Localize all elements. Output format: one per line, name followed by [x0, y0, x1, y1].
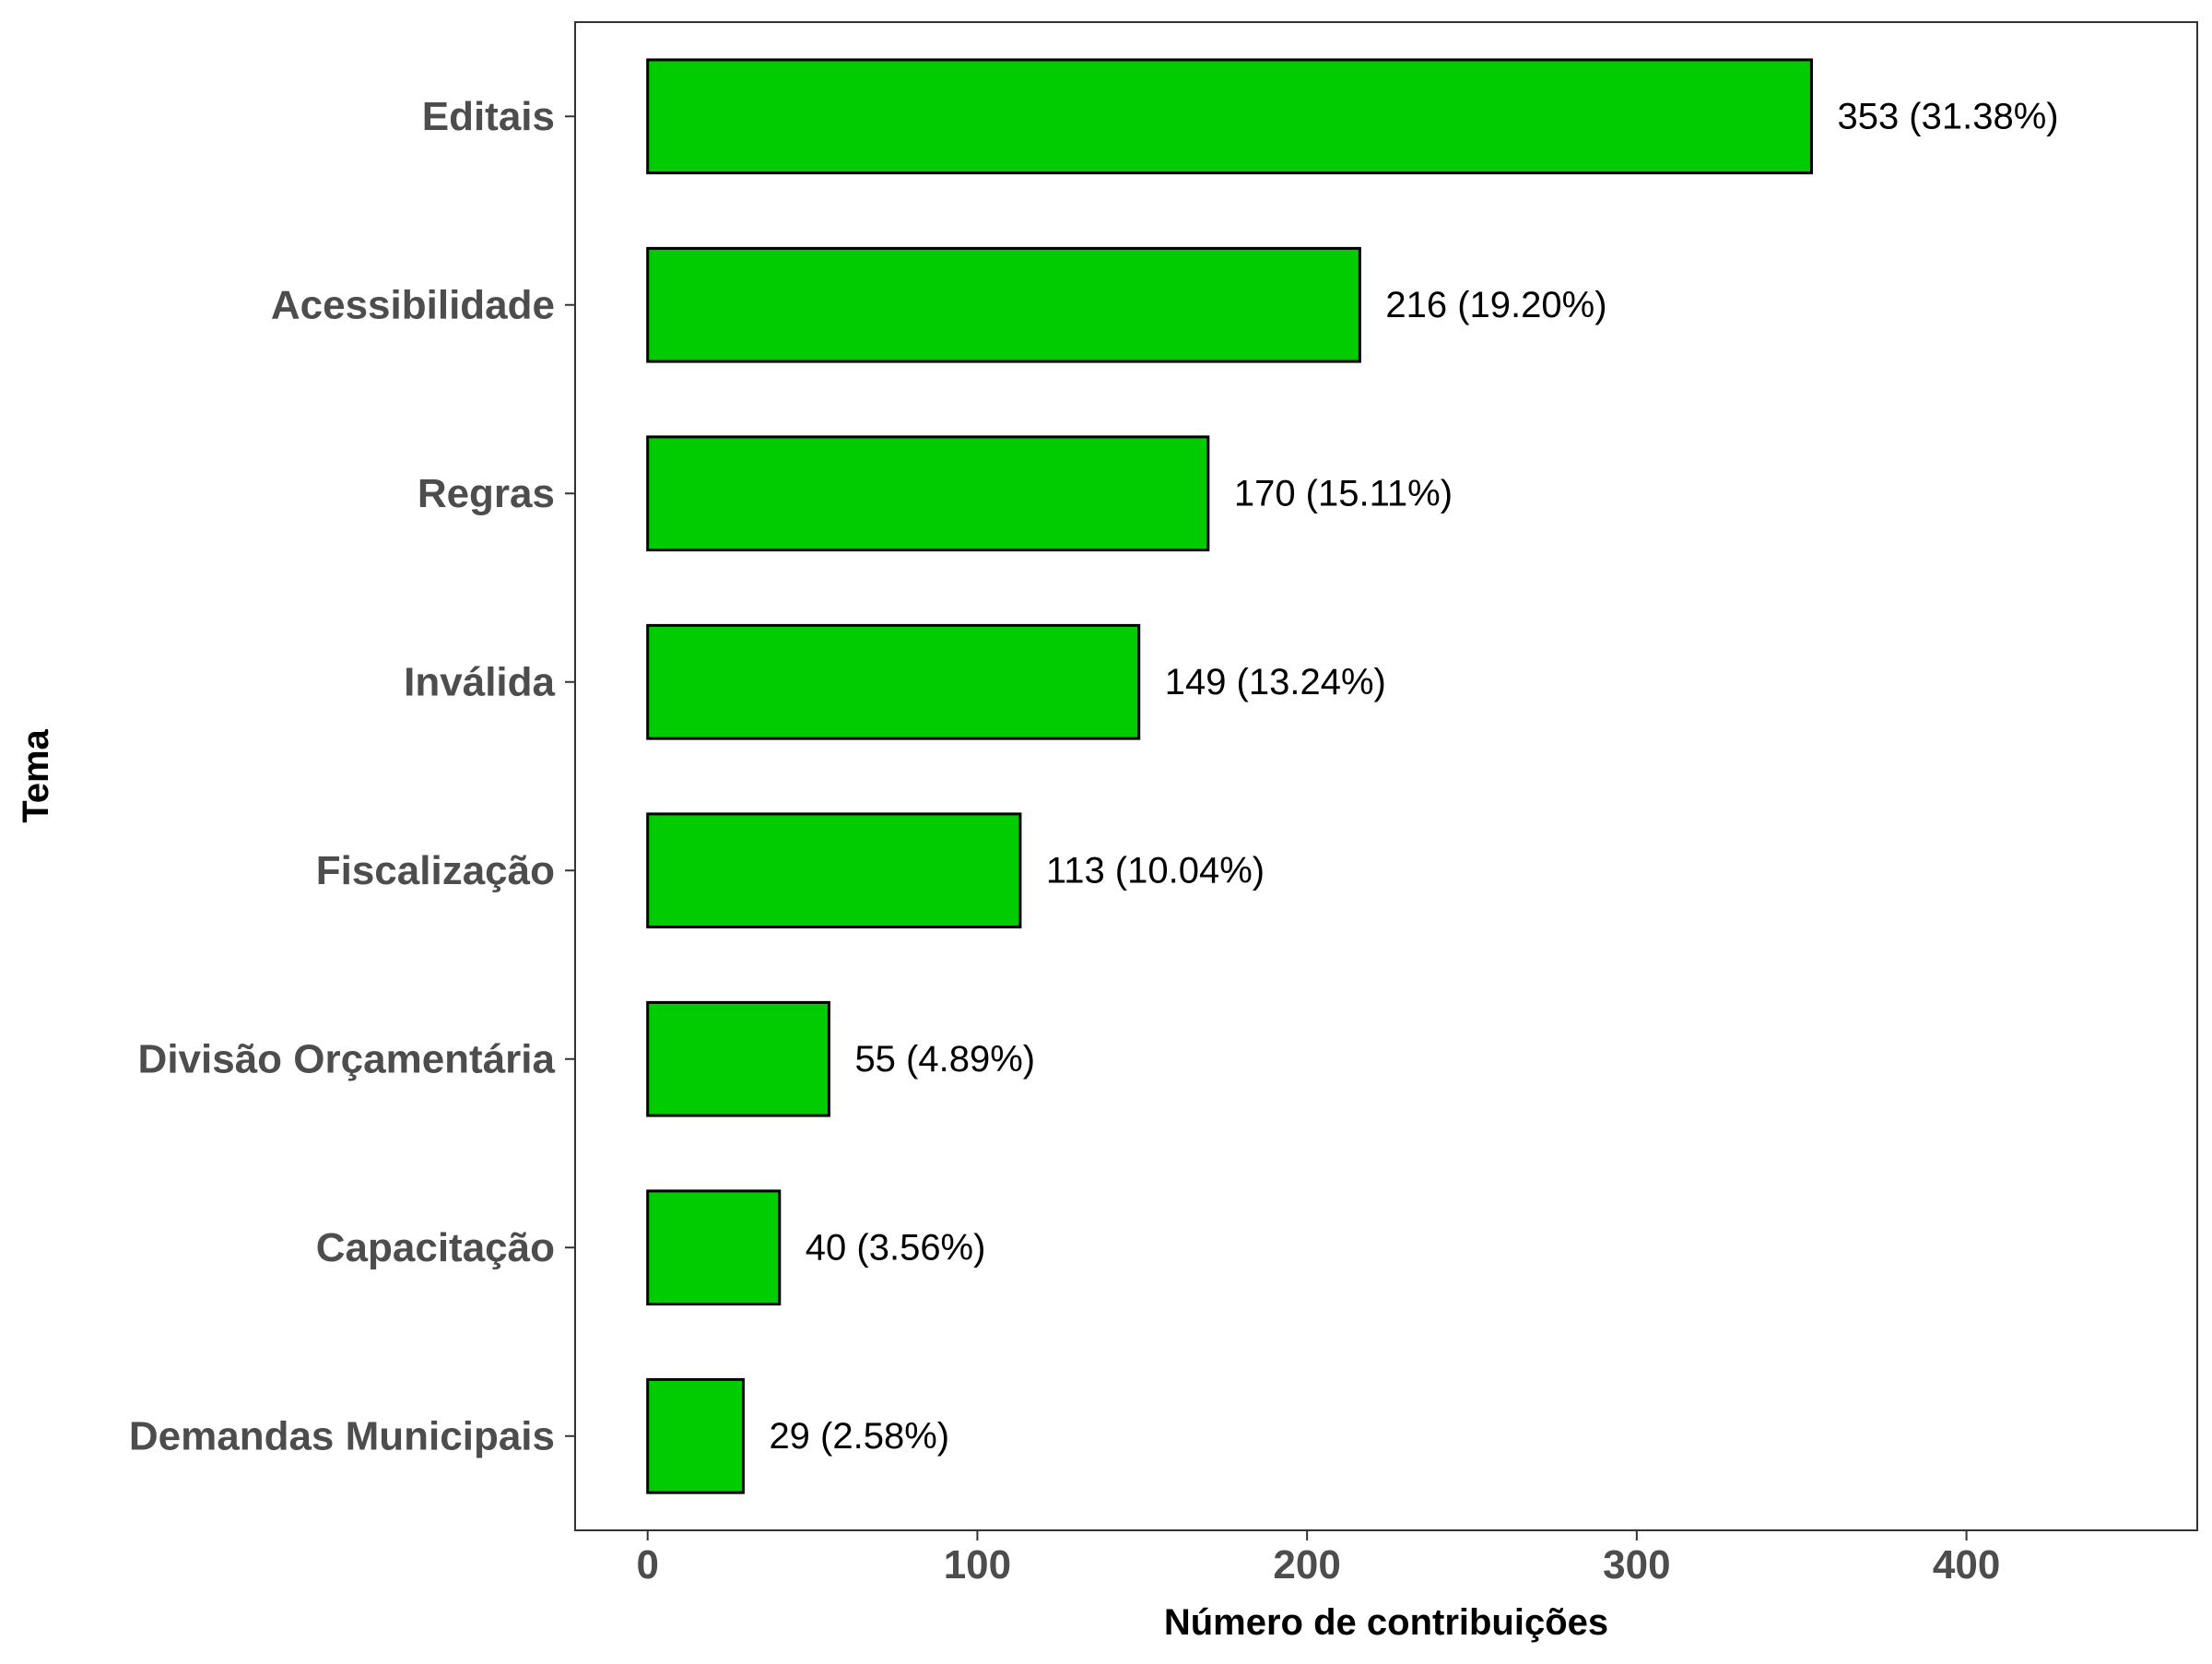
x-tick-label: 200 — [1273, 1542, 1340, 1587]
data-label: 113 (10.04%) — [1046, 850, 1265, 891]
bar — [646, 812, 1022, 929]
bar — [646, 1377, 745, 1494]
x-axis-title: Número de contribuições — [1164, 1602, 1608, 1643]
y-axis-title: Tema — [16, 728, 56, 822]
x-tick-label: 300 — [1603, 1542, 1670, 1587]
bar — [646, 435, 1210, 552]
y-tick-label: Demandas Municipais — [129, 1413, 555, 1458]
x-axis: 0 100 200 300 400 — [636, 1530, 2000, 1587]
data-labels-layer: 353 (31.38%) 216 (19.20%) 170 (15.11%) 149 … — [769, 96, 2058, 1457]
bar — [646, 1189, 782, 1306]
bar — [646, 58, 1813, 175]
bar — [646, 246, 1361, 363]
data-label: 149 (13.24%) — [1165, 662, 1386, 702]
bar — [646, 623, 1141, 740]
bar — [646, 1000, 830, 1117]
y-tick-label: Divisão Orçamentária — [138, 1036, 556, 1081]
y-tick-label: Regras — [418, 471, 555, 516]
x-tick-label: 0 — [636, 1542, 658, 1587]
data-label: 29 (2.58%) — [769, 1416, 949, 1457]
data-label: 170 (15.11%) — [1234, 473, 1453, 513]
y-tick-label: Fiscalização — [316, 848, 555, 893]
y-tick-label: Capacitação — [316, 1225, 555, 1270]
y-tick-label: Inválida — [404, 659, 555, 704]
y-tick-label: Acessibilidade — [271, 282, 555, 327]
x-tick-label: 400 — [1933, 1542, 2000, 1587]
data-label: 55 (4.89%) — [854, 1039, 1035, 1080]
panel-border — [574, 21, 2198, 1531]
data-label: 216 (19.20%) — [1385, 285, 1606, 325]
data-label: 353 (31.38%) — [1837, 96, 2058, 136]
y-tick-label: Editais — [422, 94, 555, 139]
bars-layer — [646, 58, 1813, 1494]
y-axis: Editais Acessibilidade Regras Inválida Fisca… — [129, 94, 575, 1458]
x-tick-label: 100 — [944, 1542, 1011, 1587]
data-label: 40 (3.56%) — [806, 1227, 986, 1268]
